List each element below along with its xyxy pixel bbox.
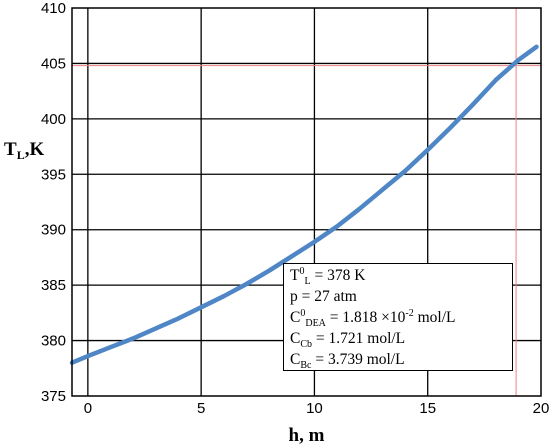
annotation-line-cbc: CBc = 3.739 mol/L: [290, 349, 506, 372]
y-tick-labels: 375 380 385 390 395 400 405 410: [41, 0, 66, 405]
y-tick-label: 390: [41, 222, 66, 239]
y-tick-label: 405: [41, 55, 66, 72]
x-axis-label-main: h: [289, 425, 300, 446]
y-tick-label: 400: [41, 111, 66, 128]
x-tick-label: 5: [197, 400, 205, 417]
x-tick-label: 15: [419, 400, 436, 417]
annotation-line-temperature: T0L = 378 K: [290, 265, 506, 286]
ann2-main: C: [290, 309, 301, 326]
y-axis-label-sub: L: [17, 148, 25, 162]
ann4-main: C: [290, 351, 301, 368]
series-line: [69, 44, 539, 365]
annotation-line-cdea: C0DEA = 1.818 ×10-2 mol/L: [290, 307, 506, 328]
x-axis-label-unit: , m: [299, 425, 325, 446]
ann0-sup: 0: [299, 265, 305, 277]
annotation-line-pressure: p = 27 atm: [290, 286, 506, 307]
y-tick-label: 410: [41, 0, 66, 17]
ann2-rest2: mol/L: [413, 309, 456, 326]
plot-frame: [71, 7, 542, 397]
y-axis-label-unit: ,K: [25, 139, 45, 160]
y-tick-label: 380: [41, 333, 66, 350]
y-axis-label: TL,K: [4, 139, 44, 162]
y-tick-label: 395: [41, 166, 66, 183]
ann0-sub: L: [304, 276, 311, 288]
x-tick-label: 0: [84, 400, 92, 417]
ann4-rest: = 3.739 mol/L: [311, 351, 405, 368]
y-tick-label: 385: [41, 277, 66, 294]
x-tick-label: 20: [533, 400, 550, 417]
ann0-main: T: [290, 267, 300, 284]
ann0-rest: = 378 K: [310, 267, 366, 284]
y-axis-label-main: T: [4, 139, 17, 160]
series-layer: [69, 44, 539, 365]
ann2-sup: 0: [300, 307, 306, 319]
ann3-main: C: [290, 330, 301, 347]
x-tick-label: 10: [306, 400, 323, 417]
ann3-sub: Cb: [300, 339, 313, 351]
x-tick-labels: 0 5 10 15 20: [84, 400, 550, 417]
annotation-line-ccb: CCb = 1.721 mol/L: [290, 328, 506, 351]
ann2-rest: = 1.818 ×10: [325, 309, 406, 326]
ann1-main: p = 27 atm: [290, 288, 357, 305]
ann2-sub: DEA: [305, 318, 326, 330]
ann2-sup2: -2: [405, 307, 414, 319]
x-axis-label: h, m: [289, 425, 325, 446]
ann3-rest: = 1.721 mol/L: [312, 330, 406, 347]
reference-lines: [72, 8, 541, 396]
parameters-annotation: T0L = 378 K p = 27 atm C0DEA = 1.818 ×10…: [283, 263, 513, 371]
y-tick-label: 375: [41, 388, 66, 405]
ann4-sub: Bc: [300, 360, 312, 372]
